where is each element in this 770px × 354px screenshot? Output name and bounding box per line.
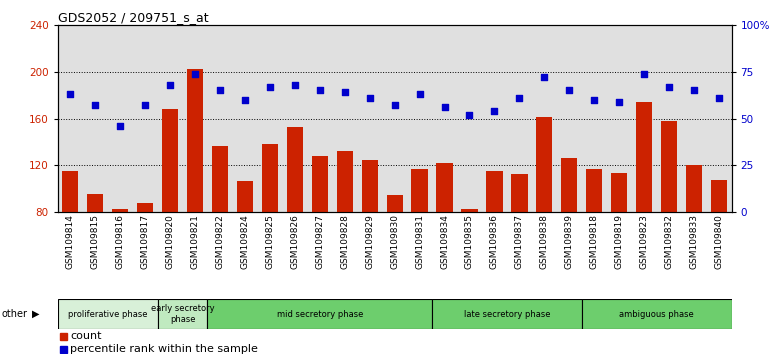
Bar xyxy=(262,144,278,212)
Point xyxy=(139,103,151,108)
Bar xyxy=(112,209,129,212)
Bar xyxy=(636,102,652,212)
Bar xyxy=(312,156,328,212)
Point xyxy=(464,112,476,118)
Point xyxy=(688,87,700,93)
Bar xyxy=(461,209,477,212)
Bar xyxy=(511,174,527,212)
Bar xyxy=(137,203,153,212)
Bar xyxy=(586,169,602,212)
Bar xyxy=(711,179,727,212)
Bar xyxy=(212,145,228,212)
Text: proliferative phase: proliferative phase xyxy=(68,310,147,319)
Point xyxy=(189,71,201,76)
Point xyxy=(538,74,551,80)
Bar xyxy=(582,299,732,329)
Bar xyxy=(87,194,103,212)
Point xyxy=(613,99,625,104)
Point xyxy=(313,87,326,93)
Bar xyxy=(286,127,303,212)
Point xyxy=(388,103,400,108)
Bar xyxy=(158,299,207,329)
Text: late secretory phase: late secretory phase xyxy=(464,310,551,319)
Point xyxy=(64,91,76,97)
Bar xyxy=(387,195,403,212)
Point xyxy=(488,108,500,114)
Bar xyxy=(686,165,702,212)
Text: percentile rank within the sample: percentile rank within the sample xyxy=(70,344,258,354)
Point xyxy=(289,82,301,88)
Text: early secretory
phase: early secretory phase xyxy=(151,304,214,324)
Bar xyxy=(58,299,158,329)
Point xyxy=(339,90,351,95)
Bar xyxy=(162,109,178,212)
Text: mid secretory phase: mid secretory phase xyxy=(276,310,363,319)
Point xyxy=(214,87,226,93)
Point xyxy=(563,87,575,93)
Point xyxy=(638,71,651,76)
Bar xyxy=(237,181,253,212)
Point xyxy=(438,104,450,110)
Point xyxy=(713,95,725,101)
Bar xyxy=(336,152,353,212)
Bar xyxy=(611,172,628,212)
Text: ambiguous phase: ambiguous phase xyxy=(619,310,694,319)
Bar xyxy=(487,171,503,212)
Bar xyxy=(187,69,203,212)
Point xyxy=(164,82,176,88)
Point xyxy=(514,95,526,101)
Point xyxy=(413,91,426,97)
Bar xyxy=(60,346,67,353)
Text: GDS2052 / 209751_s_at: GDS2052 / 209751_s_at xyxy=(58,11,209,24)
Point xyxy=(114,123,126,129)
Bar xyxy=(561,159,578,212)
Point xyxy=(363,95,376,101)
Point xyxy=(239,97,251,103)
Bar xyxy=(536,118,552,212)
Bar xyxy=(437,163,453,212)
Text: other: other xyxy=(2,309,28,319)
Bar xyxy=(60,333,67,340)
Bar xyxy=(207,299,432,329)
Bar xyxy=(411,169,427,212)
Bar xyxy=(661,121,678,212)
Point xyxy=(89,103,102,108)
Text: ▶: ▶ xyxy=(32,309,40,319)
Point xyxy=(663,84,675,90)
Point xyxy=(588,97,601,103)
Text: count: count xyxy=(70,331,102,341)
Point xyxy=(263,84,276,90)
Bar xyxy=(62,171,79,212)
Bar xyxy=(362,160,378,212)
Bar xyxy=(432,299,582,329)
